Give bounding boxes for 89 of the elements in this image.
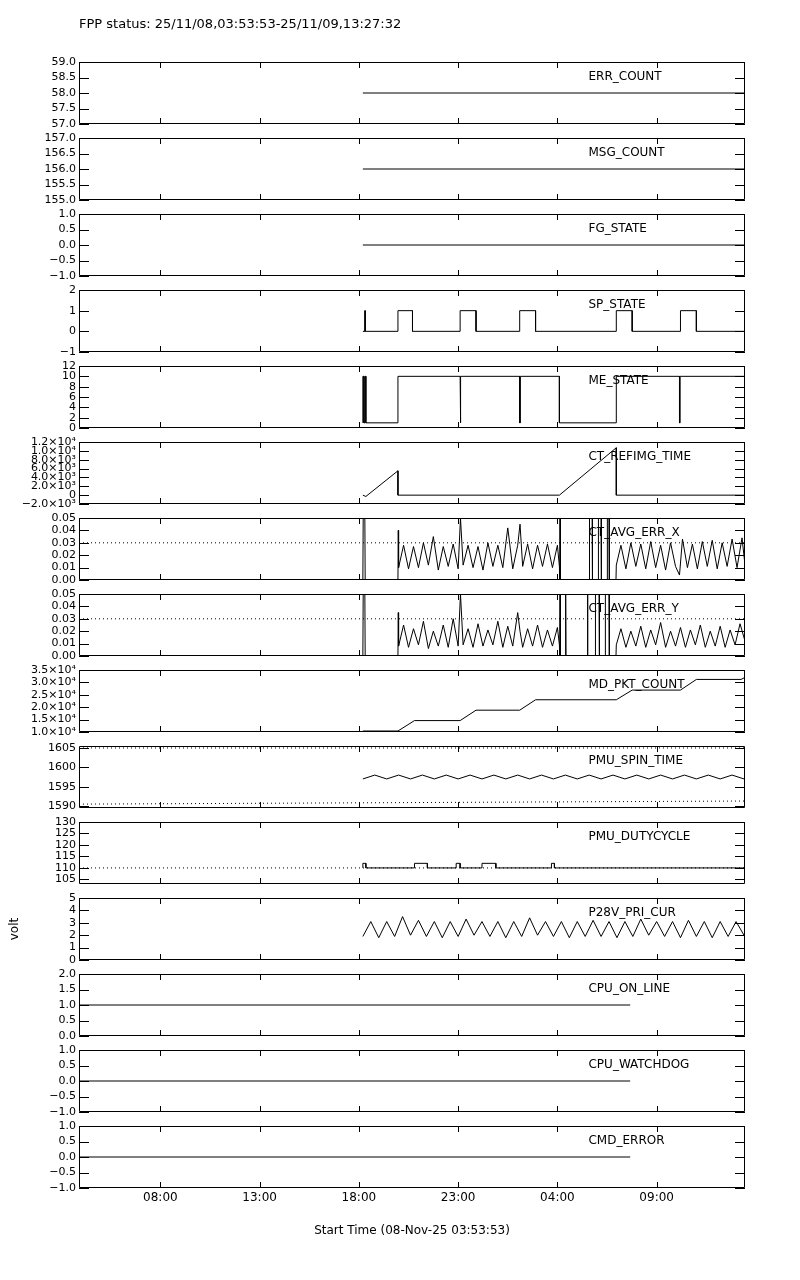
annotation: ERR_COUNT xyxy=(588,69,663,84)
annotation: PMU_DUTYCYCLE xyxy=(588,829,691,844)
y-tick-label: 58.5 xyxy=(51,70,76,84)
y-tick-label: 1590 xyxy=(48,798,76,812)
y-tick-label: 1.0 xyxy=(58,206,76,220)
y-tick-label: 1.0 xyxy=(58,997,76,1011)
y-tick-label: 1.5×10⁴ xyxy=(30,712,77,726)
y-tick-label: 0 xyxy=(69,324,76,338)
y-tick-label: 0 xyxy=(69,952,76,966)
y-tick-label: −1.0 xyxy=(49,1180,76,1194)
y-tick-label: 120 xyxy=(55,837,76,851)
y-tick-label: 58.0 xyxy=(51,85,76,99)
y-tick-label: 155.0 xyxy=(44,192,76,206)
annotation: P28V_PRI_CUR xyxy=(588,905,676,920)
y-tick-label: 0.5 xyxy=(58,222,76,236)
annotation: SP_STATE xyxy=(588,297,646,312)
y-axis-title: volt xyxy=(7,917,22,941)
y-tick-label: 12 xyxy=(62,358,76,372)
y-tick-label: −1.0 xyxy=(49,1104,76,1118)
annotation: CPU_WATCHDOG xyxy=(588,1057,690,1072)
x-axis-title: Start Time (08-Nov-25 03:53:53) xyxy=(314,1222,510,1237)
y-tick-label: 1 xyxy=(69,303,76,317)
y-tick-label: 0.03 xyxy=(51,611,76,625)
y-tick-label: 130 xyxy=(55,814,76,828)
x-tick-label: 08:00 xyxy=(143,1190,178,1205)
y-tick-label: 0.02 xyxy=(51,548,76,562)
y-tick-label: 5 xyxy=(69,890,76,904)
y-tick-label: 1595 xyxy=(48,779,76,793)
annotation: FG_STATE xyxy=(588,221,647,236)
annotation: PMU_SPIN_TIME xyxy=(588,753,684,768)
y-tick-label: 2.0×10⁴ xyxy=(30,700,77,714)
x-tick-label: 09:00 xyxy=(639,1190,674,1205)
y-tick-label: 0.0 xyxy=(58,237,76,251)
y-tick-label: 0.0 xyxy=(58,1028,76,1042)
y-tick-label: 0.03 xyxy=(51,535,76,549)
y-tick-label: 0.0 xyxy=(58,1149,76,1163)
y-tick-label: 57.0 xyxy=(51,116,76,130)
y-tick-label: 2.5×10⁴ xyxy=(30,687,77,701)
y-tick-label: 59.0 xyxy=(51,54,76,68)
y-tick-label: −1.0 xyxy=(49,268,76,282)
y-tick-label: 156.5 xyxy=(44,146,76,160)
x-tick-label: 13:00 xyxy=(242,1190,277,1205)
annotation: CMD_ERROR xyxy=(588,1133,665,1148)
y-tick-label: 3.5×10⁴ xyxy=(30,662,77,676)
y-tick-label: 57.5 xyxy=(51,101,76,115)
x-tick-label: 04:00 xyxy=(540,1190,575,1205)
y-tick-label: 0.04 xyxy=(51,523,76,537)
y-tick-label: 0.01 xyxy=(51,636,76,650)
y-tick-label: 125 xyxy=(55,826,76,840)
y-tick-label: −0.5 xyxy=(49,253,76,267)
y-tick-label: 155.5 xyxy=(44,177,76,191)
y-tick-label: 1.0 xyxy=(58,1118,76,1132)
annotation: MSG_COUNT xyxy=(588,145,666,160)
y-tick-label: 1.5 xyxy=(58,982,76,996)
y-tick-label: −0.5 xyxy=(49,1165,76,1179)
y-tick-label: 110 xyxy=(55,860,76,874)
chart-title: FPP status: 25/11/08,03:53:53-25/11/09,13:27:32 xyxy=(79,16,402,31)
y-tick-label: 0.00 xyxy=(51,572,76,586)
y-tick-label: 0.01 xyxy=(51,560,76,574)
y-tick-label: 3 xyxy=(69,915,76,929)
y-tick-label: 2 xyxy=(69,928,76,942)
y-tick-label: 0.5 xyxy=(58,1134,76,1148)
y-tick-label: 0.05 xyxy=(51,510,76,524)
y-tick-label: 157.0 xyxy=(44,130,76,144)
y-tick-label: 1600 xyxy=(48,760,76,774)
y-tick-label: 1.0 xyxy=(58,1042,76,1056)
annotation: MD_PKT_COUNT xyxy=(588,677,686,692)
annotation: CPU_ON_LINE xyxy=(588,981,671,996)
y-tick-label: 4 xyxy=(69,903,76,917)
x-tick-label: 18:00 xyxy=(341,1190,377,1205)
y-tick-label: 3.0×10⁴ xyxy=(30,675,77,689)
x-tick-label: 23:00 xyxy=(440,1190,476,1205)
y-tick-label: 115 xyxy=(55,849,76,863)
y-tick-label: 0.5 xyxy=(58,1013,76,1027)
y-tick-label: 2.0 xyxy=(58,966,76,980)
y-tick-label: 0.0 xyxy=(58,1073,76,1087)
y-tick-label: 0.5 xyxy=(58,1058,76,1072)
y-tick-label: 105 xyxy=(55,872,76,886)
y-tick-label: 156.0 xyxy=(44,161,76,175)
y-tick-label: 1 xyxy=(69,940,76,954)
y-tick-label: −1 xyxy=(59,344,76,358)
y-tick-label: 1605 xyxy=(48,740,76,754)
y-tick-label: 1.0×10⁴ xyxy=(30,724,77,738)
y-tick-label: 0.00 xyxy=(51,648,76,662)
y-tick-label: 0.04 xyxy=(51,599,76,613)
y-tick-label: 0.05 xyxy=(51,586,76,600)
y-tick-label: 2 xyxy=(69,282,76,296)
y-tick-label: −0.5 xyxy=(49,1089,76,1103)
y-tick-label: 0.02 xyxy=(51,624,76,638)
